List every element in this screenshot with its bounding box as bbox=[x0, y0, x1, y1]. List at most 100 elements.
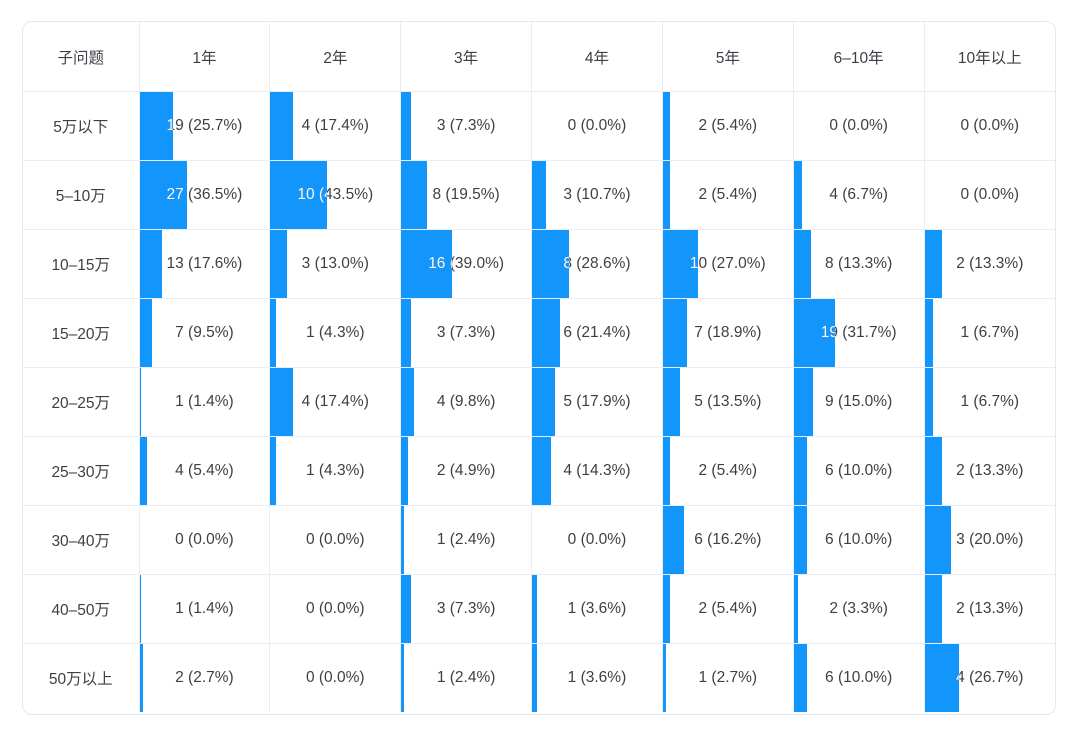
cell-content: 4 (26.7%) 4 (26.7%) bbox=[924, 644, 1055, 712]
cell-content: 0 (0.0%) bbox=[925, 161, 1055, 229]
cell-value: 1 (6.7%) bbox=[960, 393, 1020, 410]
row-label: 10–15万 bbox=[23, 229, 139, 299]
cell-value: 6 (10.0%) bbox=[825, 669, 893, 686]
cell-bar bbox=[532, 230, 570, 298]
cell-value: 6 (21.4%) bbox=[563, 324, 631, 341]
cell-content: 16 (39.0%) 16 (39.0%) bbox=[401, 230, 531, 298]
cell-content: 2 (13.3%) 2 (13.3%) bbox=[924, 437, 1055, 505]
cell-value: 2 (5.4%) bbox=[698, 462, 758, 479]
cell-content: 1 (2.7%) 1 (2.7%) bbox=[662, 644, 793, 712]
table-body: 5万以下 19 (25.7%) 19 (25.7%) 4 (17.4%) 4 (17.4… bbox=[23, 91, 1055, 712]
cell-value: 2 (5.4%) bbox=[698, 117, 758, 134]
cell-value: 2 (13.3%) bbox=[956, 255, 1024, 272]
data-cell: 4 (9.8%) 4 (9.8%) bbox=[400, 367, 532, 437]
cell-content: 2 (5.4%) 2 (5.4%) bbox=[662, 575, 793, 643]
cell-bar bbox=[662, 437, 670, 505]
data-cell: 2 (5.4%) 2 (5.4%) bbox=[661, 436, 794, 506]
cell-bar bbox=[662, 644, 667, 712]
cell-value: 2 (13.3%) bbox=[956, 600, 1024, 617]
cell-bar bbox=[270, 92, 293, 160]
cell-content: 3 (7.3%) 3 (7.3%) bbox=[401, 575, 531, 643]
cell-content: 6 (10.0%) 6 (10.0%) bbox=[793, 506, 924, 574]
cell-value: 5 (13.5%) bbox=[694, 393, 762, 410]
cell-value: 1 (2.7%) bbox=[698, 669, 758, 686]
cell-content: 6 (16.2%) 6 (16.2%) bbox=[662, 506, 793, 574]
cell-content: 6 (10.0%) 6 (10.0%) bbox=[793, 644, 924, 712]
data-cell: 7 (9.5%) 7 (9.5%) bbox=[138, 298, 270, 368]
cell-value: 10 (43.5%) bbox=[297, 186, 374, 203]
data-cell: 3 (13.0%) 3 (13.0%) bbox=[269, 229, 401, 299]
table-row: 10–15万 13 (17.6%) 13 (17.6%) 3 (13.0%) 3 (13… bbox=[23, 229, 1055, 299]
data-cell: 8 (13.3%) 8 (13.3%) bbox=[792, 229, 925, 299]
cell-content: 4 (6.7%) 4 (6.7%) bbox=[793, 161, 924, 229]
cell-value: 3 (13.0%) bbox=[301, 255, 369, 272]
cell-value: 1 (3.6%) bbox=[567, 600, 627, 617]
cell-bar bbox=[662, 92, 670, 160]
cell-content: 3 (10.7%) 3 (10.7%) bbox=[532, 161, 662, 229]
cell-value: 4 (9.8%) bbox=[436, 393, 496, 410]
data-cell: 1 (1.4%) 1 (1.4%) bbox=[138, 367, 270, 437]
crosstab-table: 子问题 1年 2年 3年 4年 5年 6–10年 10年以上 5万以下 19 (25.7%) 19… bbox=[22, 21, 1056, 715]
data-cell: 4 (17.4%) 4 (17.4%) bbox=[269, 91, 401, 161]
cell-value: 0 (0.0%) bbox=[829, 117, 888, 134]
column-header: 1年 bbox=[138, 22, 270, 92]
cell-value: 0 (0.0%) bbox=[960, 117, 1020, 134]
data-cell: 1 (3.6%) 1 (3.6%) bbox=[531, 574, 663, 644]
cell-value: 4 (5.4%) bbox=[175, 462, 234, 479]
cell-content: 8 (28.6%) 8 (28.6%) bbox=[532, 230, 662, 298]
cell-value: 19 (25.7%) bbox=[166, 117, 243, 134]
cell-bar bbox=[270, 161, 327, 229]
cell-content: 1 (2.4%) 1 (2.4%) bbox=[401, 644, 531, 712]
cell-bar bbox=[793, 161, 803, 229]
data-cell: 2 (13.3%) 2 (13.3%) bbox=[923, 229, 1055, 299]
corner-header: 子问题 bbox=[23, 22, 139, 92]
cell-value: 3 (10.7%) bbox=[563, 186, 631, 203]
row-label: 25–30万 bbox=[23, 436, 139, 506]
cell-bar bbox=[139, 161, 187, 229]
cell-bar bbox=[662, 299, 688, 367]
cell-content: 0 (0.0%) bbox=[794, 92, 924, 160]
cell-bar bbox=[793, 230, 811, 298]
cell-content: 4 (17.4%) 4 (17.4%) bbox=[270, 368, 400, 436]
data-cell: 1 (2.4%) 1 (2.4%) bbox=[400, 643, 532, 712]
cell-content: 1 (3.6%) 1 (3.6%) bbox=[532, 575, 662, 643]
data-cell: 19 (25.7%) 19 (25.7%) bbox=[138, 91, 270, 161]
data-cell: 0 (0.0%) bbox=[792, 91, 925, 161]
cell-content: 5 (17.9%) 5 (17.9%) bbox=[532, 368, 662, 436]
cell-value: 0 (0.0%) bbox=[305, 669, 365, 686]
cell-content: 0 (0.0%) bbox=[270, 575, 400, 643]
cell-bar bbox=[532, 437, 551, 505]
data-cell: 2 (2.7%) 2 (2.7%) bbox=[138, 643, 270, 712]
data-cell: 1 (3.6%) 1 (3.6%) bbox=[531, 643, 663, 712]
cell-value: 1 (2.4%) bbox=[436, 669, 496, 686]
cell-bar bbox=[662, 575, 670, 643]
cell-value: 2 (13.3%) bbox=[956, 462, 1024, 479]
cell-value: 7 (9.5%) bbox=[175, 324, 234, 341]
row-label: 15–20万 bbox=[23, 298, 139, 368]
data-cell: 3 (10.7%) 3 (10.7%) bbox=[531, 160, 663, 230]
cell-content: 8 (19.5%) 8 (19.5%) bbox=[401, 161, 531, 229]
data-cell: 7 (18.9%) 7 (18.9%) bbox=[661, 298, 794, 368]
cell-content: 1 (1.4%) 1 (1.4%) bbox=[139, 575, 270, 643]
cell-bar bbox=[532, 644, 537, 712]
cell-value: 0 (0.0%) bbox=[175, 531, 234, 548]
cell-bar bbox=[401, 230, 452, 298]
cell-value: 3 (7.3%) bbox=[436, 324, 496, 341]
row-label: 50万以上 bbox=[23, 643, 139, 712]
cell-bar bbox=[924, 299, 934, 367]
cell-value: 1 (4.3%) bbox=[305, 324, 365, 341]
cell-value: 7 (18.9%) bbox=[694, 324, 762, 341]
cell-value: 4 (17.4%) bbox=[301, 117, 369, 134]
table-row: 15–20万 7 (9.5%) 7 (9.5%) 1 (4.3%) 1 (4.3%) 3 … bbox=[23, 298, 1055, 368]
data-cell: 8 (19.5%) 8 (19.5%) bbox=[400, 160, 532, 230]
data-cell: 10 (27.0%) 10 (27.0%) bbox=[661, 229, 794, 299]
cell-content: 3 (13.0%) 3 (13.0%) bbox=[270, 230, 400, 298]
cell-value: 4 (17.4%) bbox=[301, 393, 369, 410]
data-cell: 19 (31.7%) 19 (31.7%) bbox=[792, 298, 925, 368]
cell-content: 6 (21.4%) 6 (21.4%) bbox=[532, 299, 662, 367]
cell-bar bbox=[401, 299, 411, 367]
cell-content: 19 (25.7%) 19 (25.7%) bbox=[139, 92, 270, 160]
table-row: 50万以上 2 (2.7%) 2 (2.7%) 0 (0.0%) 1 (2.4%) 1 (… bbox=[23, 643, 1055, 712]
cell-value: 1 (4.3%) bbox=[305, 462, 365, 479]
cell-value: 6 (10.0%) bbox=[825, 462, 893, 479]
